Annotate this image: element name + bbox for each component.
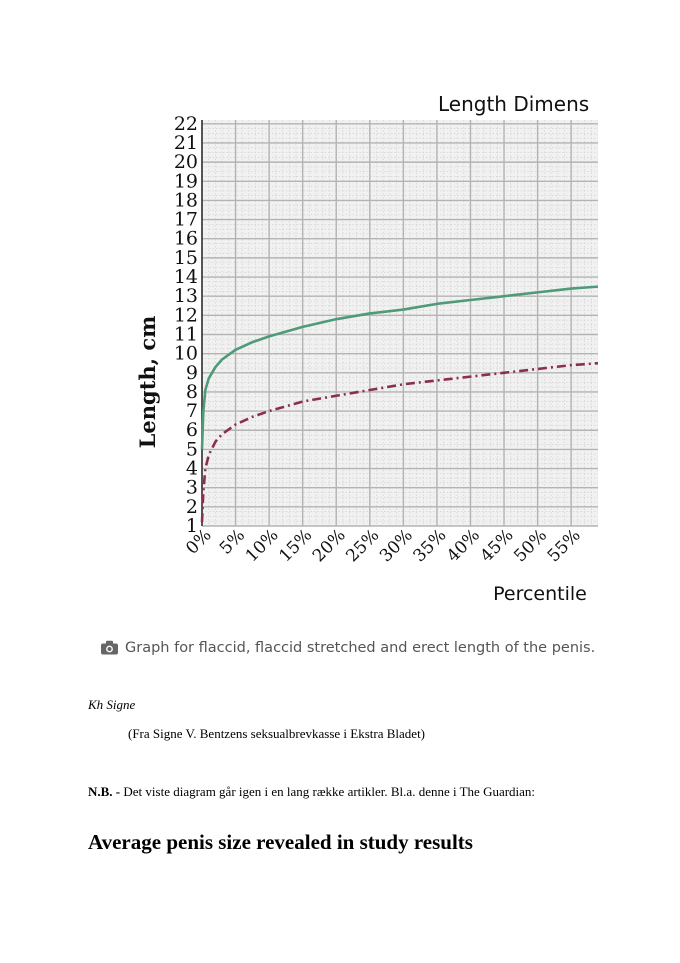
x-tick-label: 25% — [342, 525, 383, 566]
y-tick-label: 12 — [174, 304, 198, 326]
chart-title: Length Dimens — [438, 92, 589, 116]
y-tick-label: 19 — [174, 170, 198, 192]
y-tick-label: 16 — [174, 228, 198, 250]
y-tick-label: 3 — [186, 477, 198, 499]
y-tick-label: 11 — [174, 323, 198, 345]
x-tick-labels: 0% 5%10%15%20%25%30%35%40%45%50%55% — [182, 525, 584, 566]
y-tick-label: 18 — [174, 189, 198, 211]
plot-area — [202, 120, 598, 526]
signoff: Kh Signe — [88, 697, 136, 712]
x-tick-label: 35% — [410, 525, 451, 566]
chart-figure: 1 2 3 4 5 6 7 8 9 10 11 12 13 14 15 16 17 18 19 20 21 22 0% 5%… — [96, 80, 598, 630]
source-note: (Fra Signe V. Bentzens seksualbrevkasse … — [128, 726, 426, 741]
caption-text: Graph for flaccid, flaccid stretched and… — [125, 640, 596, 656]
y-tick-label: 20 — [174, 151, 198, 173]
y-tick-label: 13 — [174, 285, 198, 307]
x-tick-label: 10% — [242, 525, 283, 566]
y-tick-label: 14 — [174, 266, 198, 288]
y-tick-label: 9 — [186, 362, 198, 384]
x-tick-label: 30% — [376, 525, 417, 566]
y-tick-label: 7 — [186, 400, 198, 422]
nb-text: Det viste diagram går igen i en lang ræk… — [120, 784, 536, 799]
y-tick-label: 8 — [186, 381, 198, 403]
camera-icon — [100, 640, 119, 659]
y-tick-label: 22 — [174, 113, 198, 135]
y-tick-label: 1 — [186, 515, 198, 537]
series-group — [200, 285, 598, 523]
nb-label: N.B. - — [88, 784, 121, 799]
plot-background — [202, 120, 598, 526]
nb-paragraph: N.B. - Det viste diagram går igen i en l… — [88, 784, 535, 800]
y-tick-label: 21 — [174, 132, 198, 154]
y-tick-label: 4 — [186, 458, 198, 480]
y-tick-label: 15 — [174, 247, 198, 269]
y-tick-label: 10 — [174, 343, 198, 365]
x-tick-label: 15% — [275, 525, 316, 566]
y-tick-label: 2 — [186, 496, 198, 518]
y-tick-label: 17 — [174, 209, 198, 231]
article-headline: Average penis size revealed in study res… — [88, 830, 473, 854]
x-tick-label: 40% — [443, 525, 484, 566]
x-tick-label: 55% — [544, 525, 585, 566]
x-tick-label: 20% — [309, 525, 350, 566]
x-tick-label: 45% — [477, 525, 518, 566]
figure-caption: Graph for flaccid, flaccid stretched and… — [100, 640, 600, 664]
x-axis-label: Percentile — [493, 583, 587, 605]
grid-lines — [201, 120, 598, 527]
x-tick-label: 50% — [510, 525, 551, 566]
y-tick-label: 6 — [186, 419, 198, 441]
y-axis-label: Length, cm — [135, 316, 160, 449]
y-tick-label: 5 — [186, 438, 198, 460]
